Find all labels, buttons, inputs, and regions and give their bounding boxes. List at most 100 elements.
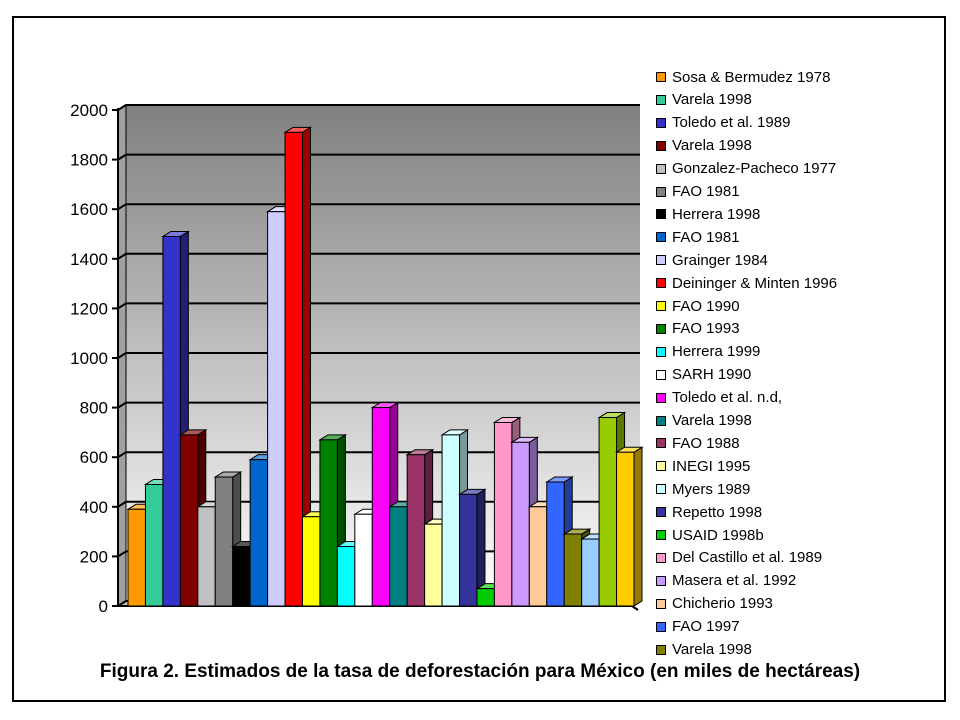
- legend-swatch: [656, 140, 666, 151]
- bar-front: [127, 508, 146, 607]
- bar-front: [267, 211, 286, 607]
- legend-label: Herrera 1999: [672, 343, 761, 361]
- legend-swatch: [656, 301, 666, 311]
- bar-front: [249, 459, 269, 607]
- legend-label: Masera et al. 1992: [672, 572, 797, 590]
- gridline: [117, 352, 640, 359]
- bar-front: [354, 513, 373, 607]
- bar-front: [616, 451, 635, 607]
- legend-label: Varela 1998: [672, 641, 752, 658]
- bar-front: [232, 545, 251, 607]
- gridline: [117, 203, 640, 211]
- bar-front: [476, 588, 495, 607]
- legend-item: Chicherio 1993: [656, 593, 773, 615]
- y-tick-label: 600: [80, 448, 108, 467]
- legend-label: USAID 1998b: [672, 526, 764, 544]
- legend-label: Varela 1998: [672, 412, 752, 429]
- bar-front: [406, 454, 426, 607]
- y-tick-label: 2000: [70, 101, 108, 120]
- legend-label: FAO 1981: [672, 183, 740, 200]
- legend-label: FAO 1993: [672, 320, 740, 338]
- legend-item: Masera et al. 1992: [656, 570, 796, 592]
- legend-swatch: [656, 461, 666, 472]
- legend-label: FAO 1988: [672, 434, 740, 452]
- legend-swatch: [656, 552, 666, 563]
- legend-swatch: [656, 392, 666, 403]
- legend-item: FAO 1993: [656, 318, 740, 340]
- bar-front: [598, 417, 618, 607]
- legend-item: Herrera 1998: [656, 203, 760, 225]
- legend-swatch: [656, 438, 666, 449]
- bar-front: [459, 493, 478, 607]
- legend-item: Del Castillo et al. 1989: [656, 547, 822, 569]
- legend-label: Repetto 1998: [672, 503, 763, 521]
- legend-item: Varela 1998: [656, 89, 752, 111]
- legend-item: Myers 1989: [656, 478, 750, 500]
- legend-label: Myers 1989: [672, 480, 751, 498]
- legend-label: Deininger & Minten 1996: [672, 274, 838, 292]
- legend-swatch: [656, 346, 666, 357]
- bar-front: [389, 506, 408, 607]
- legend-item: FAO 1981: [656, 181, 740, 203]
- y-tick-label: 1600: [70, 200, 108, 219]
- legend-item: Grainger 1984: [656, 249, 768, 271]
- legend-swatch: [656, 255, 666, 266]
- legend-swatch: [656, 323, 666, 334]
- legend-label: Herrera 1998: [672, 205, 761, 223]
- legend-label: Toledo et al. n.d,: [672, 389, 783, 407]
- y-tick-label: 1200: [70, 299, 108, 318]
- bar-front: [162, 235, 181, 607]
- legend-swatch: [656, 369, 666, 380]
- bar-front: [493, 421, 513, 607]
- gridline: [117, 104, 640, 111]
- legend-swatch: [656, 507, 666, 518]
- legend-item: Toledo et al. 1989: [656, 112, 790, 134]
- legend-label: INEGI 1995: [672, 457, 751, 475]
- y-tick-label: 400: [80, 498, 108, 517]
- bar-front: [441, 434, 461, 607]
- bar-front: [197, 506, 216, 607]
- legend-item: Varela 1998: [656, 135, 752, 157]
- legend-swatch: [656, 415, 666, 426]
- gridline: [117, 401, 640, 409]
- legend-swatch: [656, 72, 666, 82]
- legend-swatch: [656, 232, 666, 243]
- legend-label: Sosa & Bermudez 1978: [672, 68, 831, 86]
- legend-item: SARH 1990: [656, 364, 751, 386]
- legend-item: FAO 1988: [656, 432, 740, 454]
- legend-swatch: [656, 484, 666, 495]
- legend-label: Varela 1998: [672, 91, 752, 109]
- y-tick-label: 1000: [70, 349, 108, 368]
- legend-item: Repetto 1998: [656, 501, 762, 523]
- bar: [283, 126, 313, 607]
- legend-swatch: [656, 163, 666, 174]
- figure-caption: Figura 2. Estimados de la tasa de defore…: [99, 661, 861, 682]
- legend-label: Gonzalez-Pacheco 1977: [672, 160, 837, 178]
- bar-front: [284, 131, 303, 607]
- legend-label: FAO 1990: [672, 297, 740, 315]
- gridline: [117, 252, 640, 260]
- legend-label: Varela 1998: [672, 137, 752, 155]
- legend-label: Chicherio 1993: [672, 595, 773, 613]
- bar-front: [528, 506, 548, 607]
- y-tick-label: 200: [80, 547, 108, 566]
- legend-label: Grainger 1984: [672, 251, 768, 269]
- legend-swatch: [656, 117, 666, 128]
- y-tick-label: 800: [80, 399, 108, 418]
- legend-item: Deininger & Minten 1996: [656, 272, 837, 294]
- legend-swatch: [656, 278, 666, 289]
- y-tick-label: 0: [99, 597, 108, 616]
- bar-front: [563, 533, 583, 607]
- legend-item: FAO 1990: [656, 295, 740, 317]
- legend-item: Gonzalez-Pacheco 1977: [656, 158, 836, 180]
- legend-label: FAO 1997: [672, 618, 740, 636]
- bar-front: [144, 483, 164, 607]
- legend-label: Toledo et al. 1989: [672, 114, 791, 132]
- bar-side: [633, 446, 643, 607]
- legend-swatch: [656, 94, 666, 105]
- bar-front: [179, 434, 199, 607]
- legend-label: Del Castillo et al. 1989: [672, 549, 823, 567]
- bar: [614, 446, 644, 607]
- legend-item: FAO 1997: [656, 616, 740, 638]
